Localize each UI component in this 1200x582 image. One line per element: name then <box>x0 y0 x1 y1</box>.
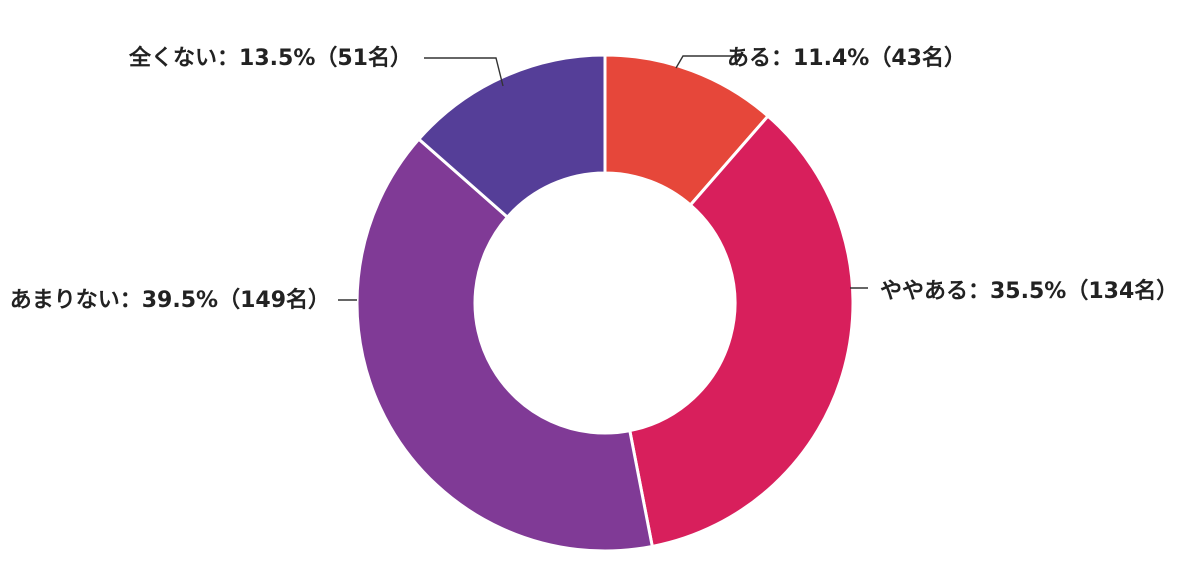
slice-label-yaya-aru: ややある：35.5%（134名） <box>880 278 1178 304</box>
leader-lines <box>338 55 868 301</box>
slice-label-aru: ある：11.4%（43名） <box>727 45 966 71</box>
slice-labels: ある：11.4%（43名） ややある：35.5%（134名） あまりない：39.… <box>10 45 1179 313</box>
donut-slice-yaya-aru <box>628 113 855 549</box>
donut-slice-mattaku-nai <box>416 53 607 220</box>
leader-line-aru <box>675 55 742 69</box>
donut-slices <box>355 53 855 553</box>
donut-slice-amari-nai <box>355 137 655 553</box>
slice-label-mattaku-nai: 全くない：13.5%（51名） <box>128 45 412 71</box>
leader-line-mattaku-nai <box>424 57 504 87</box>
slice-label-amari-nai: あまりない：39.5%（149名） <box>10 287 330 313</box>
